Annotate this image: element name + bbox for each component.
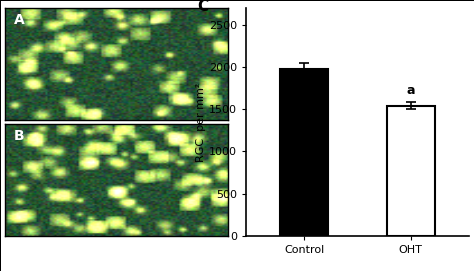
Text: A: A <box>14 12 25 27</box>
Text: B: B <box>14 129 24 143</box>
Y-axis label: RGC  per mm²: RGC per mm² <box>196 82 206 162</box>
Bar <box>387 105 435 236</box>
Bar <box>281 69 328 236</box>
Text: C: C <box>197 0 208 14</box>
Text: a: a <box>407 84 415 97</box>
